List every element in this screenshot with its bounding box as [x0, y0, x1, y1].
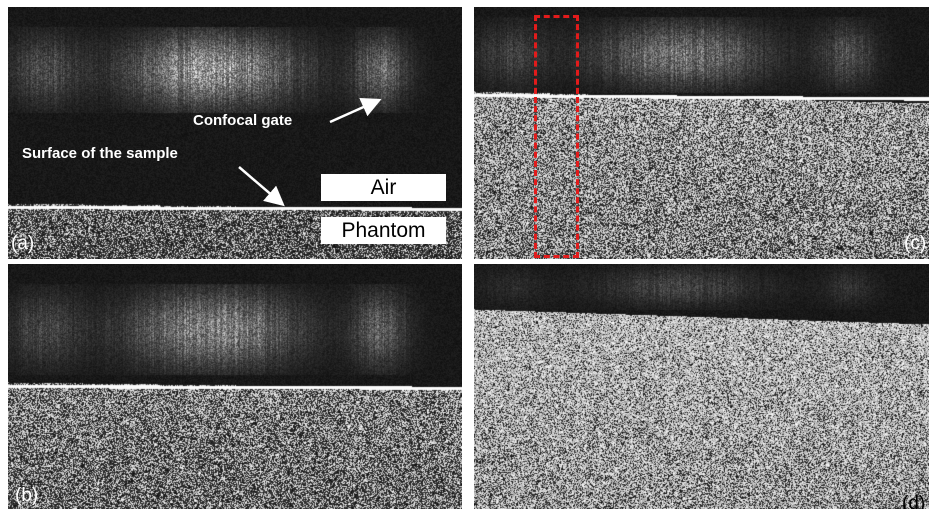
panel-label-c: (c) [904, 233, 927, 254]
oct-panel-b: (b) [8, 264, 462, 509]
oct-panel-d: (d) [474, 264, 929, 509]
surface-label: Surface of the sample [22, 145, 178, 162]
panel-label-a: (a) [11, 233, 35, 254]
phantom-label-box: Phantom [321, 217, 446, 244]
oct-image-b [8, 264, 462, 509]
panel-label-b: (b) [15, 485, 39, 506]
oct-panel-a: (a) [8, 7, 462, 259]
panel-label-d: (d) [902, 493, 926, 509]
roi-box [534, 15, 579, 258]
air-label-box: Air [321, 174, 446, 201]
confocal-gate-label: Confocal gate [193, 112, 293, 129]
oct-panel-c: (c) [474, 7, 929, 259]
oct-image-c [474, 7, 929, 259]
oct-image-d [474, 264, 929, 509]
